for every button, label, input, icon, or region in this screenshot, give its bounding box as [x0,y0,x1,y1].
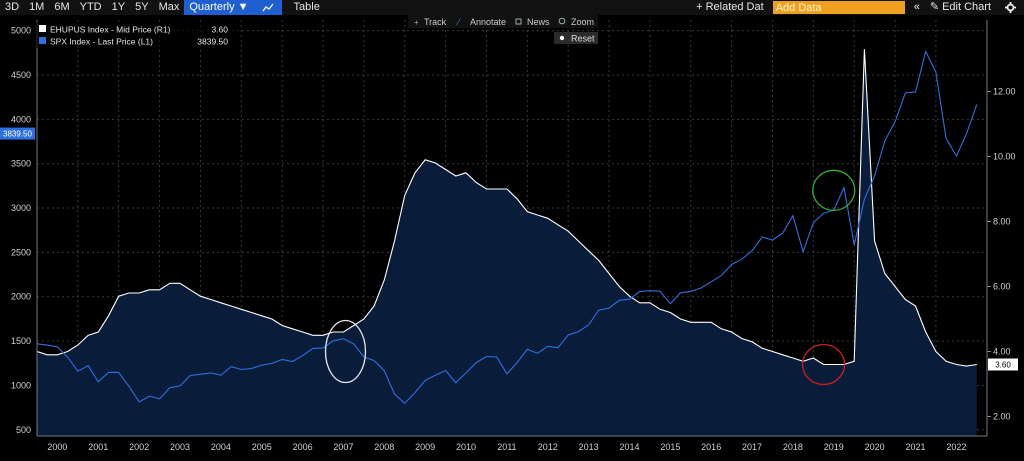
range-5y-button[interactable]: 5Y [135,1,149,13]
chart-annotations [324,169,856,386]
y-left-tick-label: 5000 [11,26,31,36]
chart-legend: EHUPUS Index - Mid Price (R1) 3.60 SPX I… [34,22,238,48]
x-tick-label: 2012 [538,442,558,452]
x-tick-label: 2021 [905,442,925,452]
y-left-tick-label: 3500 [11,159,31,169]
line-chart-icon[interactable] [253,0,282,15]
range-1m-button[interactable]: 1M [29,1,45,13]
y-right-tick-label: 4.00 [993,347,1011,357]
annotation-ellipse-2 [801,343,846,386]
x-tick-label: 2008 [374,442,394,452]
chart-tools: + Track ⁄ Annotate News Zoom Reset [408,15,598,44]
ehupus-last-value-badge [988,358,1018,371]
x-tick-label: 2009 [415,442,435,452]
x-tick-label: 2014 [619,442,639,452]
track-tool[interactable]: Track [424,17,447,27]
x-tick-label: 2000 [47,442,67,452]
y-left-tick-label: 4000 [11,114,31,124]
y-left-tick-label: 4500 [11,70,31,80]
legend-name-ehupus: EHUPUS Index - Mid Price (R1) [50,25,171,35]
legend-value-ehupus: 3.60 [211,25,228,35]
y-right-tick-label: 10.00 [993,152,1016,162]
news-tool[interactable]: News [527,17,550,27]
collapse-button[interactable]: « [913,1,920,13]
x-tick-label: 2010 [456,442,476,452]
x-tick-label: 2011 [497,442,516,452]
y-right-tick-label: 2.00 [993,412,1011,422]
x-tick-label: 2015 [660,442,680,452]
ehupus-last-value-label: 3.60 [995,361,1011,370]
x-tick-label: 2007 [333,442,353,452]
chart-axes: 2000 2001 2002 2003 2004 2005 2006 2007 2008 2009… [0,20,1018,452]
range-max-button[interactable]: Max [158,1,180,13]
x-tick-label: 2002 [129,442,149,452]
y-left-tick-label: 2000 [11,292,31,302]
edit-chart-button[interactable]: ✎ Edit Chart [929,1,991,13]
y-left-tick-label: 3000 [11,203,31,213]
reset-button[interactable]: Reset [571,34,595,44]
y-right-tick-label: 12.00 [993,87,1016,97]
x-tick-label: 2018 [783,442,803,452]
x-tick-label: 2013 [579,442,599,452]
x-tick-label: 2022 [946,442,966,452]
period-dropdown[interactable]: Quarterly ▼ [184,0,254,15]
range-ytd-button[interactable]: YTD [79,1,102,13]
legend-value-spx: 3839.50 [197,37,228,47]
x-tick-label: 2020 [865,442,885,452]
x-tick-label: 2019 [824,442,844,452]
y-right-tick-label: 8.00 [993,217,1011,227]
gear-icon[interactable] [996,0,1024,15]
legend-swatch-ehupus [39,25,46,32]
legend-name-spx: SPX Index - Last Price (L1) [50,37,153,47]
spx-last-value-label: 3839.50 [3,130,32,139]
annotation-ellipse-3 [812,169,856,211]
spx-series-line [36,49,978,405]
legend-swatch-spx [39,37,46,44]
add-data-input[interactable] [772,1,905,14]
y-left-tick-label: 2500 [11,247,31,257]
svg-text:+: + [414,18,419,27]
annotation-ellipse-1 [324,319,367,384]
x-tick-label: 2017 [742,442,762,452]
reset-icon[interactable] [559,35,565,41]
x-tick-label: 2001 [88,442,108,452]
svg-text:⁄: ⁄ [456,17,461,27]
ehupus-series-area [37,49,977,436]
table-button[interactable]: Table [293,1,320,13]
range-1y-button[interactable]: 1Y [111,1,126,13]
ehupus-series-line [36,49,977,367]
y-left-tick-label: 500 [16,425,31,435]
zoom-tool[interactable]: Zoom [571,17,594,27]
related-data-button[interactable]: + Related Dat [696,1,764,13]
last-value-badges: 3839.50 3.60 [0,127,1018,371]
x-tick-label: 2005 [252,442,272,452]
x-tick-label: 2004 [211,442,231,452]
y-left-tick-label: 1500 [11,336,31,346]
x-tick-label: 2006 [293,442,313,452]
x-tick-label: 2016 [701,442,721,452]
y-left-tick-label: 1000 [11,380,31,390]
annotate-tool[interactable]: Annotate [470,17,506,27]
range-3d-button[interactable]: 3D [5,1,20,13]
y-right-tick-label: 6.00 [993,282,1011,292]
chart-toolbar: 3D 1M 6M YTD 1Y 5Y Max Quarterly ▼ Table… [0,0,1024,15]
spx-last-value-badge [0,127,35,140]
chart-area: 2000 2001 2002 2003 2004 2005 2006 2007 2008 2009… [0,15,1018,452]
x-tick-label: 2003 [170,442,190,452]
range-6m-button[interactable]: 6M [54,1,70,13]
